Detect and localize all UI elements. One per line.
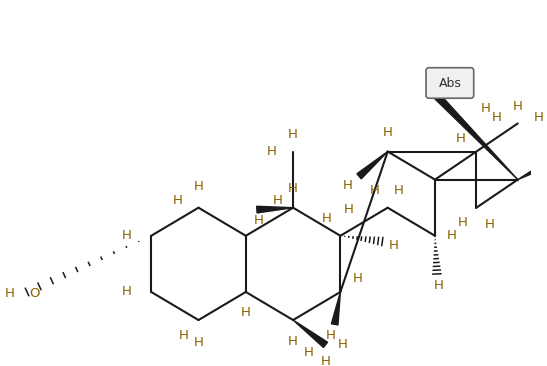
Polygon shape xyxy=(331,292,340,325)
Text: Abs: Abs xyxy=(439,78,461,90)
Text: H: H xyxy=(194,180,203,193)
Polygon shape xyxy=(293,320,328,347)
Text: H: H xyxy=(534,111,544,124)
Text: H: H xyxy=(326,329,336,342)
Polygon shape xyxy=(257,206,293,213)
Text: H: H xyxy=(344,203,353,216)
Text: H: H xyxy=(513,100,523,113)
Text: H: H xyxy=(178,329,188,342)
Text: H: H xyxy=(353,272,363,285)
Text: H: H xyxy=(194,336,203,350)
Text: H: H xyxy=(394,184,404,197)
Text: H: H xyxy=(288,128,298,141)
Text: H: H xyxy=(322,212,332,225)
Text: H: H xyxy=(267,145,277,158)
Text: H: H xyxy=(254,214,264,227)
Text: H: H xyxy=(121,229,131,242)
Text: H: H xyxy=(458,216,468,229)
Polygon shape xyxy=(357,152,388,179)
Text: H: H xyxy=(456,132,466,145)
Text: H: H xyxy=(321,355,330,366)
Text: H: H xyxy=(447,229,457,242)
Text: H: H xyxy=(304,346,313,359)
Text: H: H xyxy=(383,126,393,139)
Text: H: H xyxy=(485,219,494,231)
Text: H: H xyxy=(172,194,183,206)
Text: H: H xyxy=(288,335,298,348)
Text: H: H xyxy=(389,239,399,252)
Polygon shape xyxy=(518,155,547,180)
Text: H: H xyxy=(481,102,491,115)
Text: O: O xyxy=(30,287,40,300)
FancyBboxPatch shape xyxy=(426,68,474,98)
Text: H: H xyxy=(288,182,298,195)
Text: H: H xyxy=(337,338,348,351)
Text: H: H xyxy=(5,287,15,300)
Text: H: H xyxy=(241,306,251,320)
Text: H: H xyxy=(369,184,379,197)
Text: H: H xyxy=(273,194,283,206)
Polygon shape xyxy=(426,85,518,180)
Text: H: H xyxy=(121,285,131,298)
Text: H: H xyxy=(434,279,444,292)
Text: H: H xyxy=(343,179,353,193)
Text: H: H xyxy=(492,111,502,124)
